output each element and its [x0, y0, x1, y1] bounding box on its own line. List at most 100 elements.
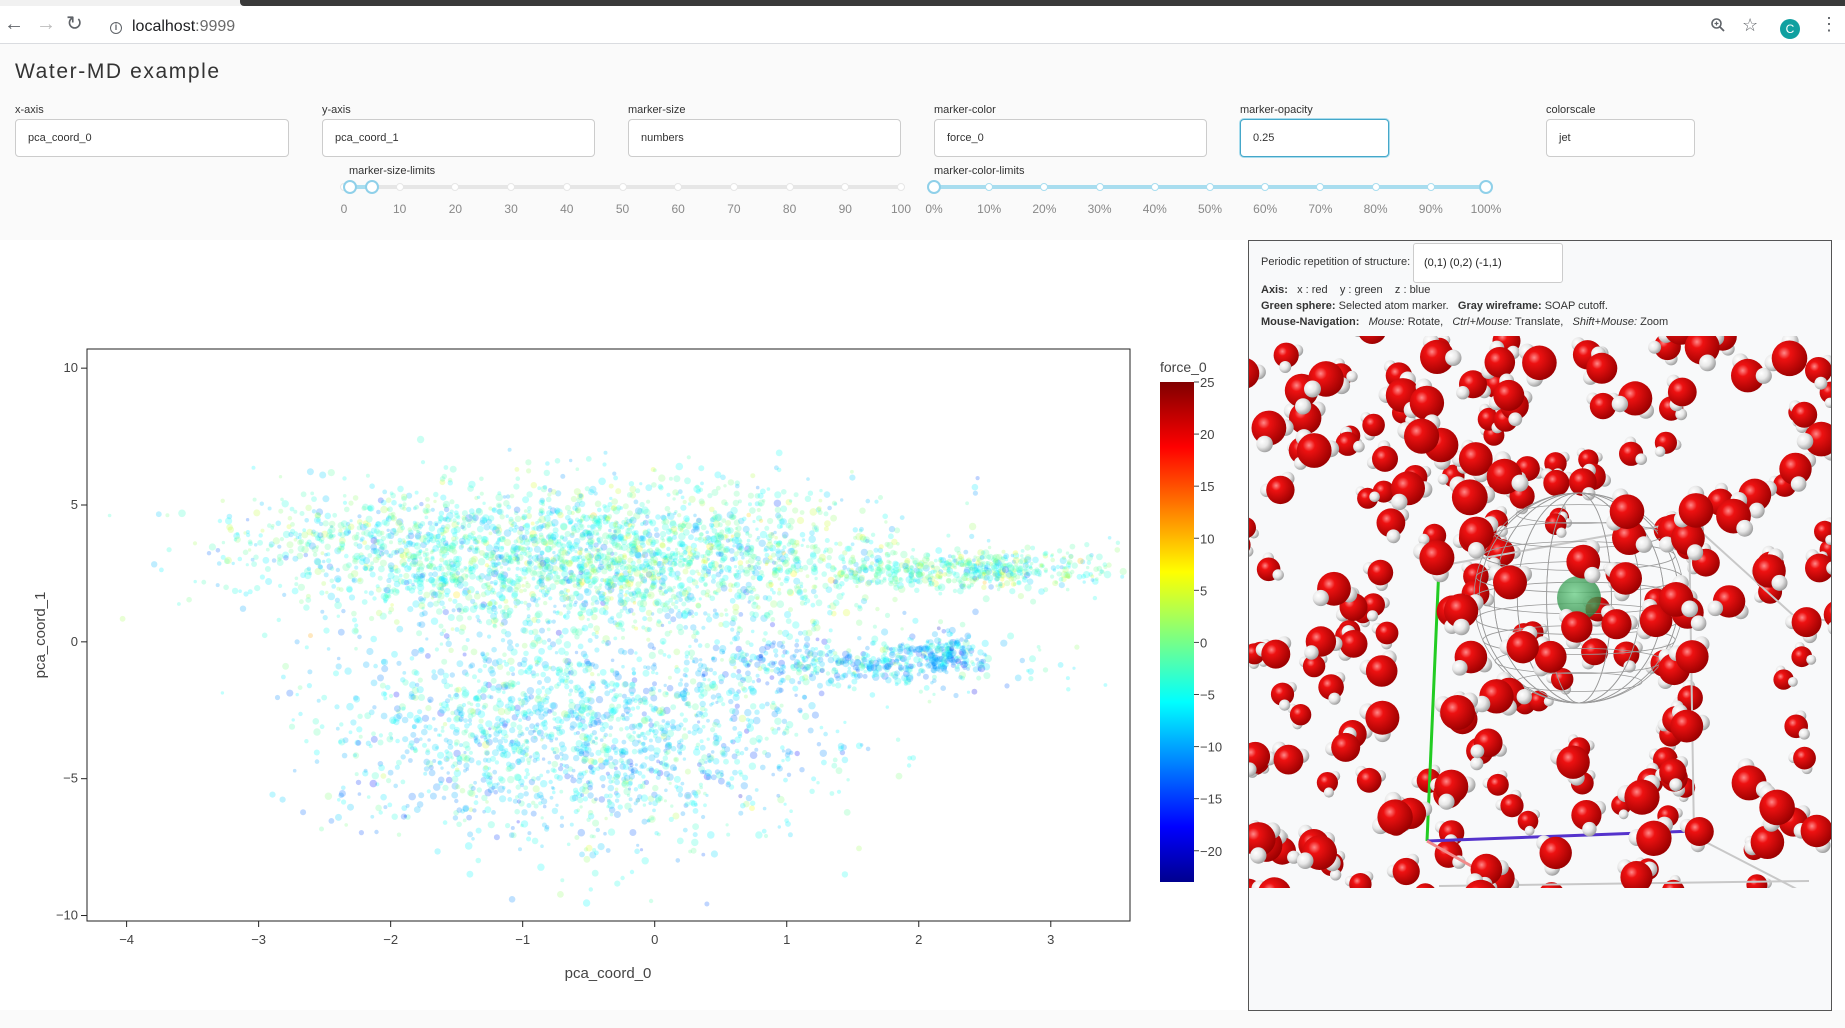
scatter-point[interactable]	[769, 547, 774, 552]
scatter-point[interactable]	[706, 718, 710, 723]
scatter-point[interactable]	[729, 776, 735, 781]
scatter-point[interactable]	[522, 496, 530, 504]
scatter-point[interactable]	[671, 531, 676, 535]
scatter-point[interactable]	[622, 503, 629, 510]
scatter-point[interactable]	[754, 709, 760, 715]
scatter-point[interactable]	[641, 857, 649, 865]
scatter-point[interactable]	[745, 542, 751, 548]
scatter-point[interactable]	[628, 518, 634, 523]
scatter-point[interactable]	[639, 501, 645, 508]
scatter-point[interactable]	[264, 566, 271, 572]
scatter-point[interactable]	[755, 527, 759, 531]
scatter-point[interactable]	[628, 607, 634, 614]
scatter-point[interactable]	[521, 515, 527, 520]
active-tab[interactable]	[240, 0, 1845, 6]
scatter-point[interactable]	[600, 577, 605, 583]
scatter-point[interactable]	[1058, 577, 1064, 582]
scatter-point[interactable]	[441, 795, 447, 801]
address-bar[interactable]: localhost:9999	[132, 18, 235, 36]
scatter-point[interactable]	[774, 506, 782, 514]
scatter-point[interactable]	[822, 558, 826, 562]
scatter-point[interactable]	[743, 566, 750, 574]
scatter-point[interactable]	[548, 779, 553, 785]
scatter-point[interactable]	[684, 801, 690, 807]
scatter-point[interactable]	[587, 792, 594, 799]
scatter-point[interactable]	[605, 595, 611, 602]
scatter-point[interactable]	[1085, 554, 1093, 562]
scatter-point[interactable]	[743, 694, 748, 699]
scatter-point[interactable]	[437, 760, 443, 766]
scatter-point[interactable]	[622, 681, 629, 688]
scatter-point[interactable]	[515, 476, 521, 481]
scatter-point[interactable]	[377, 739, 384, 746]
scatter-point[interactable]	[797, 630, 803, 636]
scatter-point[interactable]	[326, 647, 331, 651]
scatter-point[interactable]	[1038, 588, 1045, 595]
scatter-point[interactable]	[736, 669, 742, 674]
scatter-point[interactable]	[1057, 548, 1063, 554]
scatter-point[interactable]	[841, 871, 849, 878]
scatter-point[interactable]	[459, 568, 465, 573]
scatter-point[interactable]	[841, 672, 847, 678]
scatter-point[interactable]	[615, 542, 621, 548]
scatter-point[interactable]	[502, 495, 507, 499]
scatter-point[interactable]	[554, 458, 561, 464]
scatter-point[interactable]	[1068, 554, 1074, 560]
scatter-point[interactable]	[591, 579, 597, 584]
scatter-point[interactable]	[628, 575, 635, 582]
scatter-point[interactable]	[667, 587, 673, 593]
scatter-point[interactable]	[508, 516, 514, 522]
scatter-point[interactable]	[667, 605, 672, 610]
scatter-point[interactable]	[667, 560, 673, 566]
scatter-point[interactable]	[673, 605, 679, 610]
scatter-point[interactable]	[554, 737, 559, 741]
scatter-point[interactable]	[1114, 547, 1121, 553]
scatter-point[interactable]	[579, 531, 586, 538]
scatter-point[interactable]	[1096, 565, 1103, 572]
scatter-point[interactable]	[491, 810, 496, 815]
scatter-point[interactable]	[544, 545, 552, 553]
scatter-point[interactable]	[477, 558, 486, 566]
scatter-point[interactable]	[354, 772, 359, 777]
scatter-point[interactable]	[445, 757, 449, 762]
scatter-point[interactable]	[724, 534, 729, 539]
scatter-point[interactable]	[563, 641, 572, 649]
scatter-point[interactable]	[609, 668, 615, 673]
scatter-point[interactable]	[464, 723, 470, 729]
scatter-point[interactable]	[683, 557, 688, 563]
scatter-point[interactable]	[1017, 593, 1024, 600]
scatter-point[interactable]	[714, 769, 721, 775]
scatter-point[interactable]	[1029, 655, 1036, 663]
scatter-point[interactable]	[1012, 550, 1019, 556]
scatter-point[interactable]	[483, 735, 488, 740]
scatter-point[interactable]	[587, 524, 591, 528]
scatter-point[interactable]	[749, 805, 755, 812]
scatter-point[interactable]	[702, 677, 707, 682]
scatter-point[interactable]	[1103, 570, 1112, 579]
scatter-point[interactable]	[372, 705, 377, 710]
scatter-point[interactable]	[635, 552, 642, 560]
scatter-point[interactable]	[781, 758, 785, 763]
scatter-point[interactable]	[396, 625, 404, 633]
scatter-point[interactable]	[627, 527, 631, 531]
zoom-icon[interactable]	[1710, 17, 1726, 38]
scatter-point[interactable]	[815, 671, 820, 676]
scatter-point[interactable]	[694, 793, 699, 799]
scatter-point[interactable]	[972, 558, 976, 563]
scatter-point[interactable]	[774, 653, 779, 658]
scatter-point[interactable]	[447, 614, 455, 621]
scatter-point[interactable]	[737, 594, 742, 599]
scatter-point[interactable]	[677, 576, 682, 582]
scatter-point[interactable]	[645, 730, 651, 736]
scatter-point[interactable]	[462, 526, 467, 531]
scatter-point[interactable]	[615, 535, 623, 543]
scatter-point[interactable]	[1043, 550, 1049, 556]
scatter-point[interactable]	[426, 789, 431, 794]
scatter-point[interactable]	[496, 744, 504, 752]
scatter-point[interactable]	[422, 742, 427, 748]
scatter-point[interactable]	[701, 754, 708, 761]
scatter-point[interactable]	[712, 590, 718, 595]
scatter-point[interactable]	[297, 583, 305, 591]
scatter-point[interactable]	[801, 694, 807, 700]
scatter-point[interactable]	[670, 616, 677, 623]
